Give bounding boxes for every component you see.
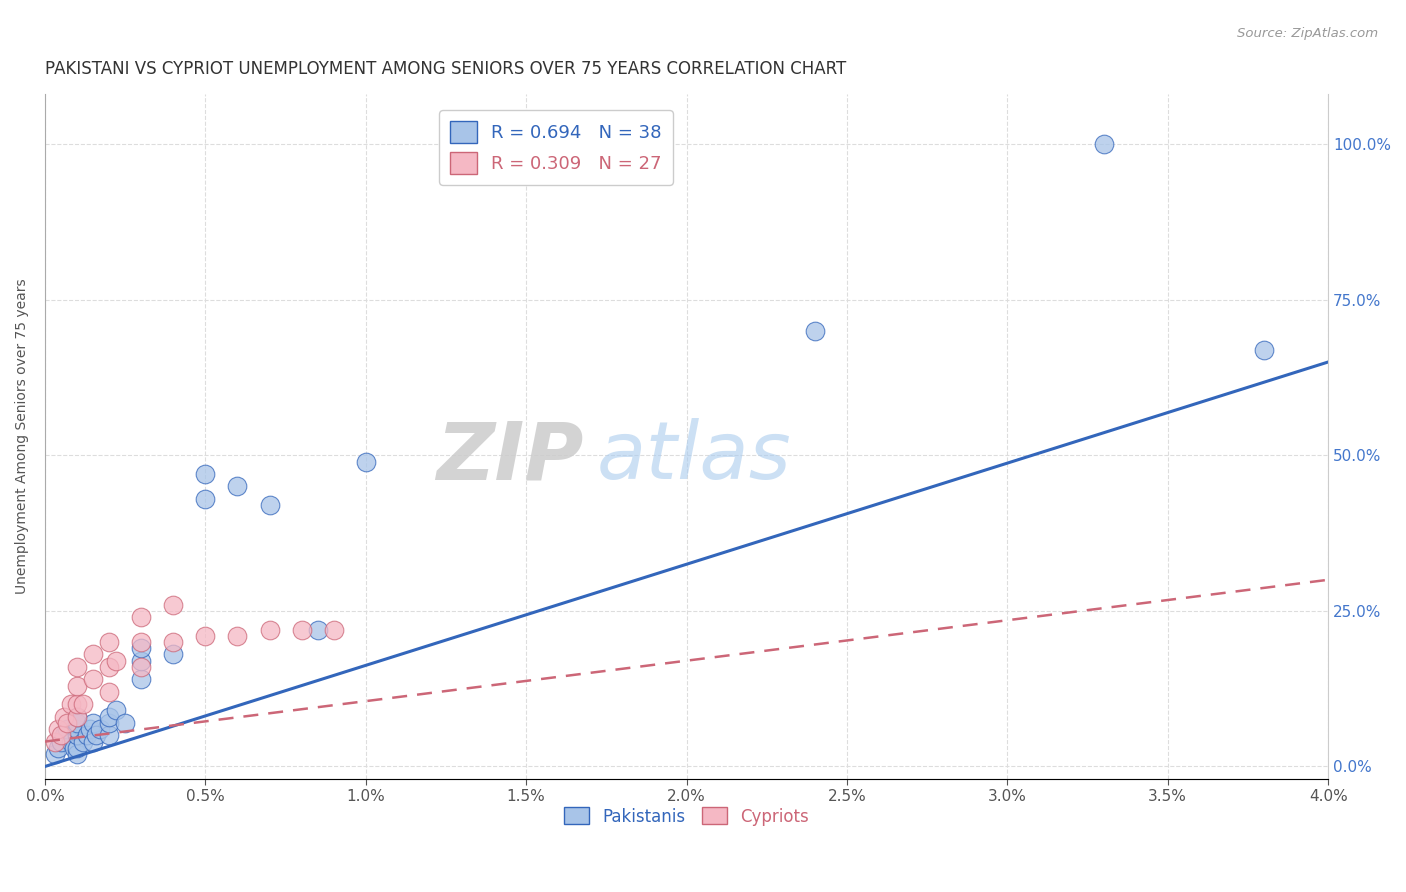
Point <box>129 660 152 674</box>
Point <box>98 685 121 699</box>
Point <box>194 467 217 481</box>
Point <box>98 715 121 730</box>
Point <box>66 709 89 723</box>
Point <box>53 709 76 723</box>
Point <box>66 747 89 761</box>
Point <box>76 728 98 742</box>
Text: PAKISTANI VS CYPRIOT UNEMPLOYMENT AMONG SENIORS OVER 75 YEARS CORRELATION CHART: PAKISTANI VS CYPRIOT UNEMPLOYMENT AMONG … <box>45 60 846 78</box>
Point <box>56 715 79 730</box>
Point <box>82 648 104 662</box>
Point <box>129 610 152 624</box>
Point <box>59 698 82 712</box>
Point <box>84 728 107 742</box>
Point <box>1092 137 1115 152</box>
Point <box>98 660 121 674</box>
Point <box>82 734 104 748</box>
Point <box>162 648 184 662</box>
Point <box>259 623 281 637</box>
Point <box>49 728 72 742</box>
Point <box>162 635 184 649</box>
Point <box>66 722 89 736</box>
Point <box>63 740 86 755</box>
Point <box>104 654 127 668</box>
Point <box>322 623 344 637</box>
Point <box>129 635 152 649</box>
Point <box>72 698 94 712</box>
Point <box>66 660 89 674</box>
Legend: Pakistanis, Cypriots: Pakistanis, Cypriots <box>557 801 815 832</box>
Point <box>194 491 217 506</box>
Point <box>46 740 69 755</box>
Point <box>59 734 82 748</box>
Point <box>82 673 104 687</box>
Point <box>44 747 66 761</box>
Point <box>46 722 69 736</box>
Point <box>804 324 827 338</box>
Point <box>72 734 94 748</box>
Point <box>66 715 89 730</box>
Point <box>49 734 72 748</box>
Point <box>82 715 104 730</box>
Point <box>291 623 314 637</box>
Point <box>194 629 217 643</box>
Point <box>307 623 329 637</box>
Point <box>98 709 121 723</box>
Text: atlas: atlas <box>596 418 792 496</box>
Point <box>114 715 136 730</box>
Point <box>226 479 249 493</box>
Point <box>98 635 121 649</box>
Point <box>98 728 121 742</box>
Point <box>104 703 127 717</box>
Point <box>226 629 249 643</box>
Point <box>66 728 89 742</box>
Point <box>44 734 66 748</box>
Point <box>66 679 89 693</box>
Point <box>1253 343 1275 357</box>
Point <box>56 722 79 736</box>
Point <box>129 654 152 668</box>
Text: Source: ZipAtlas.com: Source: ZipAtlas.com <box>1237 27 1378 40</box>
Point <box>129 641 152 656</box>
Point <box>354 454 377 468</box>
Point <box>129 673 152 687</box>
Y-axis label: Unemployment Among Seniors over 75 years: Unemployment Among Seniors over 75 years <box>15 279 30 594</box>
Point <box>66 740 89 755</box>
Point <box>53 728 76 742</box>
Point <box>66 698 89 712</box>
Point <box>79 722 101 736</box>
Point <box>259 498 281 512</box>
Point <box>162 598 184 612</box>
Text: ZIP: ZIP <box>436 418 583 496</box>
Point <box>89 722 111 736</box>
Point <box>66 709 89 723</box>
